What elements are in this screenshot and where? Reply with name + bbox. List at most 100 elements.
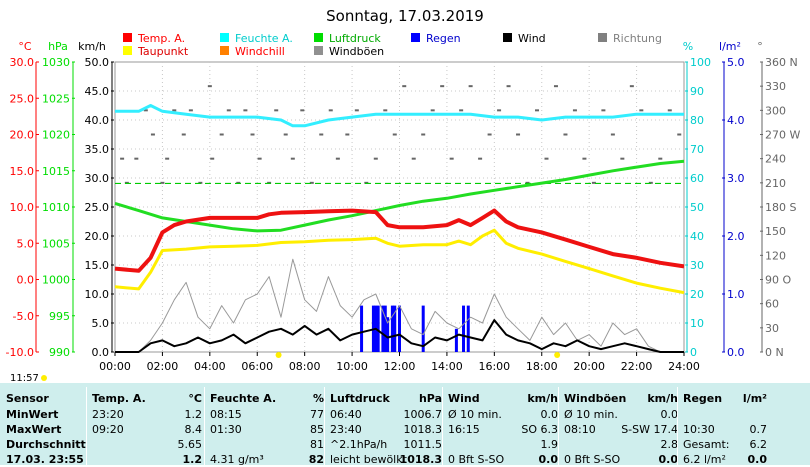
direction-dot bbox=[459, 109, 464, 112]
direction-dot bbox=[629, 85, 634, 88]
table-cell-value: 0.0 bbox=[538, 453, 559, 466]
direction-dot bbox=[648, 181, 653, 184]
direction-dot bbox=[478, 157, 483, 160]
legend-label: Luftdruck bbox=[329, 32, 381, 45]
table-cell-label: Gesamt: bbox=[683, 438, 730, 451]
x-tick-label: 16:00 bbox=[478, 360, 510, 373]
summary-table: Sensor MinWert MaxWert Durchschnitt 17.0… bbox=[0, 383, 810, 466]
direction-dot bbox=[226, 109, 231, 112]
axis-tick-pressure: 1010 bbox=[42, 201, 70, 214]
x-tick-label: 10:00 bbox=[336, 360, 368, 373]
direction-dot bbox=[354, 109, 359, 112]
legend-swatch bbox=[220, 46, 229, 55]
table-cell-value: 6.2 bbox=[749, 438, 768, 451]
direction-dot bbox=[553, 85, 558, 88]
table-header-humidity: Feuchte A. bbox=[210, 392, 277, 405]
direction-dot bbox=[188, 109, 193, 112]
legend-swatch bbox=[314, 33, 323, 42]
series-pressure bbox=[114, 159, 685, 233]
direction-dot bbox=[124, 181, 129, 184]
direction-dot bbox=[345, 133, 350, 136]
direction-dot bbox=[497, 109, 502, 112]
x-tick-label: 02:00 bbox=[147, 360, 179, 373]
direction-dot bbox=[610, 133, 615, 136]
axis-tick-temp: 15.0 bbox=[10, 165, 35, 178]
x-tick-label: 12:00 bbox=[384, 360, 416, 373]
direction-dot bbox=[243, 109, 248, 112]
axis-tick-humidity: 90 bbox=[690, 85, 704, 98]
table-cell-value: S-SW 17.4 bbox=[621, 423, 678, 436]
axis-tick-direction: 240 bbox=[765, 153, 786, 166]
direction-dot bbox=[290, 157, 295, 160]
series-wind bbox=[115, 319, 684, 353]
direction-dot bbox=[667, 109, 672, 112]
axis-tick-humidity: 0 bbox=[690, 346, 697, 359]
axis-tick-humidity: 40 bbox=[690, 230, 704, 243]
axis-tick-temp: 20.0 bbox=[10, 129, 35, 142]
axis-tick-wind: 0.0 bbox=[92, 346, 110, 359]
table-cell-label: 4.31 g/m³ bbox=[210, 453, 264, 466]
table-cell-value: 1018.3 bbox=[399, 453, 442, 466]
direction-dot bbox=[181, 133, 186, 136]
axis-tick-humidity: 80 bbox=[690, 114, 704, 127]
table-cell-value: 81 bbox=[310, 438, 324, 451]
direction-dot bbox=[516, 133, 521, 136]
direction-dot bbox=[639, 109, 644, 112]
axis-tick-rain: 1.0 bbox=[727, 288, 745, 301]
direction-dot bbox=[300, 109, 305, 112]
axis-tick-temp: -10.0 bbox=[6, 346, 34, 359]
axis-tick-humidity: 30 bbox=[690, 259, 704, 272]
sensor-header: Sensor bbox=[6, 392, 49, 405]
axis-tick-direction: 120 bbox=[765, 249, 786, 262]
direction-dot bbox=[430, 109, 435, 112]
axis-tick-rain: 0.0 bbox=[727, 346, 745, 359]
axis-tick-rain: 5.0 bbox=[727, 56, 745, 69]
direction-dot bbox=[274, 109, 279, 112]
axis-tick-pressure: 1015 bbox=[42, 165, 70, 178]
direction-dot bbox=[449, 157, 454, 160]
legend-label: Wind bbox=[518, 32, 546, 45]
series-temp bbox=[114, 208, 685, 273]
table-cell-label: 6.2 l/m² bbox=[683, 453, 726, 466]
legend-label: Feuchte A. bbox=[235, 32, 293, 45]
sunset-marker bbox=[554, 352, 561, 358]
direction-dot bbox=[134, 157, 139, 160]
rain-bar bbox=[466, 305, 470, 352]
table-cell-value: 0.0 bbox=[658, 453, 679, 466]
axis-tick-wind: 30.0 bbox=[85, 172, 110, 185]
direction-dot bbox=[335, 157, 340, 160]
direction-dot bbox=[143, 109, 148, 112]
series-gust bbox=[115, 258, 684, 353]
x-tick-label: 04:00 bbox=[194, 360, 226, 373]
table-cell-value: 5.65 bbox=[177, 438, 203, 451]
table-cell-value: 0.0 bbox=[747, 453, 768, 466]
direction-dot bbox=[150, 133, 155, 136]
axis-unit-direction: ° bbox=[757, 40, 763, 53]
table-cell-label: 06:40 bbox=[330, 408, 362, 421]
table-cell-label: 08:15 bbox=[210, 408, 242, 421]
legend-label: Taupunkt bbox=[137, 45, 189, 58]
table-unit-wind: km/h bbox=[527, 392, 558, 405]
axis-tick-direction: 90 O bbox=[765, 274, 791, 287]
rain-bar bbox=[376, 305, 380, 352]
rain-bar bbox=[421, 305, 425, 352]
axis-tick-direction: 300 bbox=[765, 104, 786, 117]
axis-unit-temp: °C bbox=[18, 40, 32, 53]
row-label-avg: Durchschnitt bbox=[6, 438, 86, 451]
direction-dot bbox=[506, 85, 511, 88]
axis-tick-wind: 35.0 bbox=[85, 143, 110, 156]
x-tick-label: 08:00 bbox=[289, 360, 321, 373]
axis-tick-temp: 0.0 bbox=[17, 274, 35, 287]
direction-dot bbox=[601, 109, 606, 112]
table-cell-label: 09:20 bbox=[92, 423, 124, 436]
axis-tick-direction: 360 N bbox=[765, 56, 798, 69]
sunrise-marker bbox=[275, 352, 282, 358]
axis-tick-wind: 20.0 bbox=[85, 230, 110, 243]
axis-tick-wind: 40.0 bbox=[85, 114, 110, 127]
direction-dot bbox=[120, 157, 125, 160]
axis-tick-direction: 270 W bbox=[765, 129, 800, 142]
table-cell-value: 77 bbox=[310, 408, 324, 421]
axis-tick-humidity: 20 bbox=[690, 288, 704, 301]
rain-bar bbox=[454, 328, 458, 352]
direction-dot bbox=[364, 181, 369, 184]
